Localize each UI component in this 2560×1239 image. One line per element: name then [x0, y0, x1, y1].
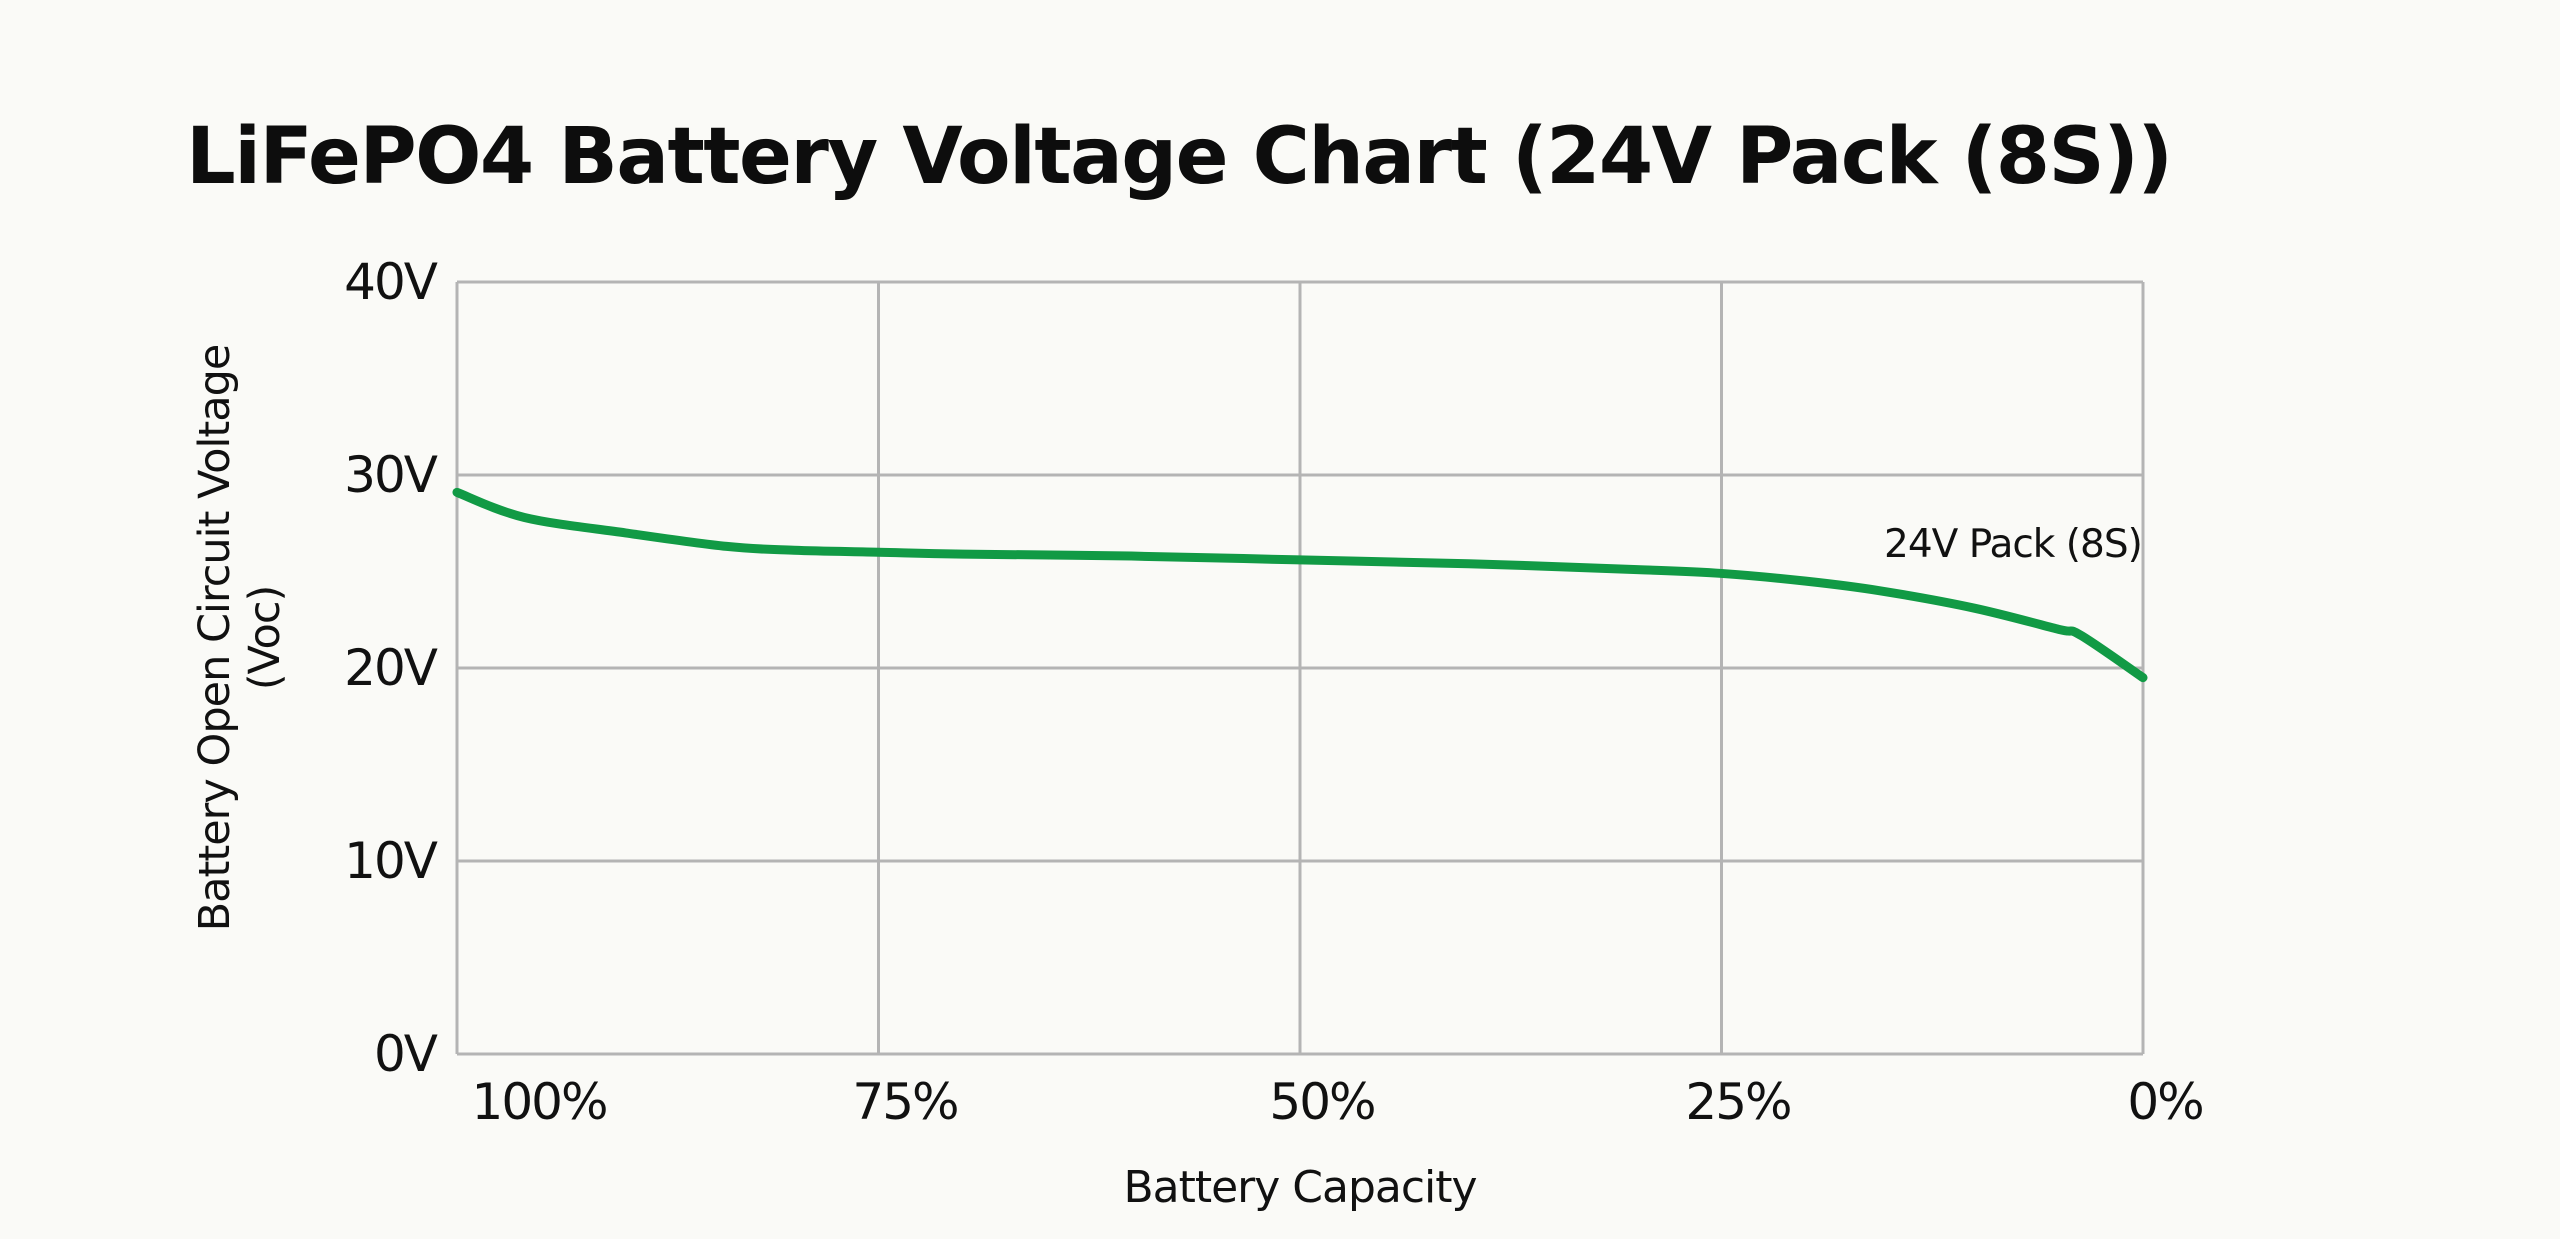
grid-lines [455, 280, 2145, 1056]
y-axis-label: Battery Open Circuit Voltage (Voc) [190, 345, 290, 932]
x-tick-100: 100% [471, 1073, 609, 1131]
x-tick-0: 0% [2127, 1073, 2204, 1131]
x-tick-75: 75% [852, 1073, 959, 1131]
y-tick-10v: 10V [344, 832, 438, 890]
y-axis-label-line-2: (Voc) [240, 585, 290, 691]
x-tick-25: 25% [1685, 1073, 1792, 1131]
y-tick-40v: 40V [344, 253, 438, 311]
series-line-24v-pack [452, 487, 2148, 683]
y-tick-30v: 30V [344, 446, 438, 504]
chart-title: LiFePO4 Battery Voltage Chart (24V Pack … [186, 112, 2173, 202]
y-axis-label-line-1: Battery Open Circuit Voltage [190, 344, 240, 932]
y-tick-0v: 0V [373, 1025, 438, 1083]
y-tick-20v: 20V [344, 639, 438, 697]
x-tick-50: 50% [1269, 1073, 1376, 1131]
series-label: 24V Pack (8S) [1884, 522, 2143, 567]
x-axis-label: Battery Capacity [1123, 1162, 1477, 1213]
